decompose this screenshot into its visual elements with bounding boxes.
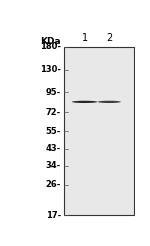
Text: 1: 1 <box>82 33 88 43</box>
Text: 95-: 95- <box>46 88 61 97</box>
Ellipse shape <box>98 101 121 103</box>
Text: 2: 2 <box>106 33 112 43</box>
Text: KDa: KDa <box>40 37 61 46</box>
Text: 72-: 72- <box>46 108 61 117</box>
Bar <box>63 46 134 215</box>
Text: 26-: 26- <box>46 180 61 189</box>
Ellipse shape <box>72 101 97 103</box>
Text: 43-: 43- <box>46 144 61 153</box>
Text: 180-: 180- <box>40 42 61 51</box>
Text: 17-: 17- <box>46 211 61 220</box>
Text: 34-: 34- <box>46 161 61 170</box>
Text: 130-: 130- <box>40 65 61 74</box>
Text: 55-: 55- <box>46 127 61 136</box>
